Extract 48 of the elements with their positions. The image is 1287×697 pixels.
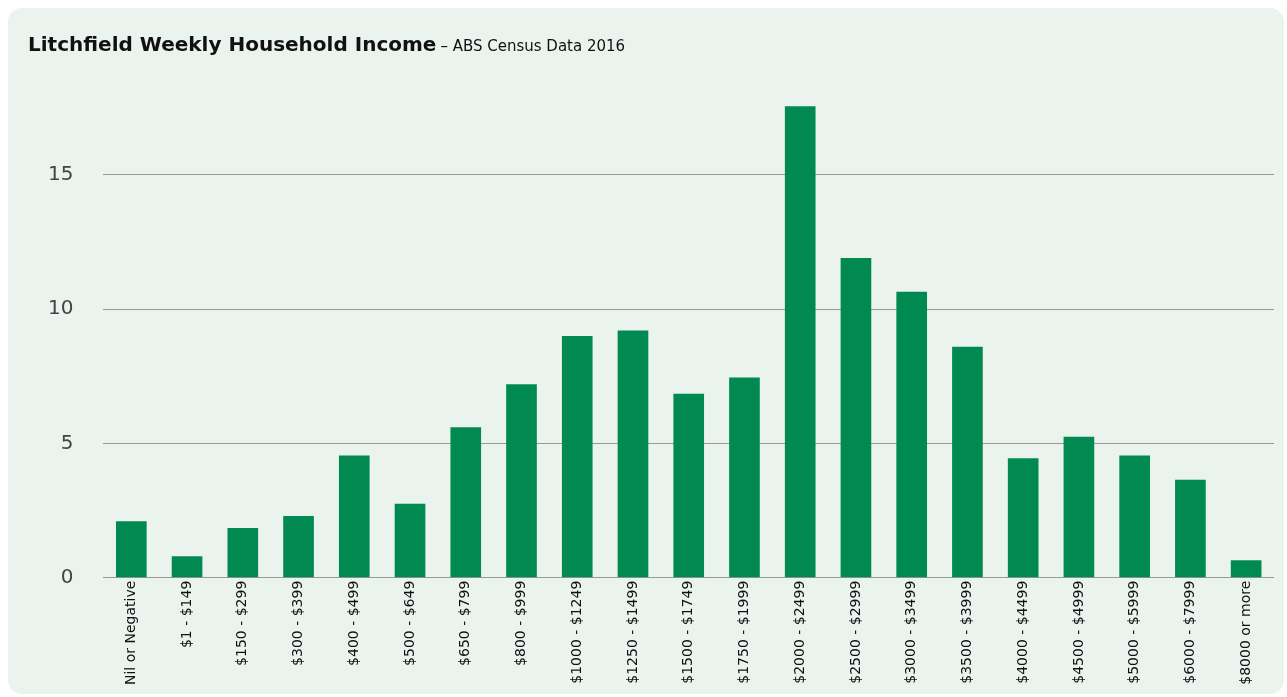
x-tick-label: $500 - $649: [400, 580, 417, 666]
bar: [227, 528, 259, 578]
x-tick-label: $4500 - $4999: [1069, 580, 1086, 684]
chart-subtitle: – ABS Census Data 2016: [440, 37, 626, 55]
x-tick-label: $1000 - $1249: [567, 580, 584, 684]
bar: [115, 521, 147, 578]
bar: [450, 427, 482, 578]
x-tick-label: $3500 - $3999: [958, 580, 975, 684]
bar: [617, 330, 649, 578]
bar: [896, 291, 928, 578]
bar: [283, 515, 314, 578]
x-tick-label: $300 - $399: [289, 580, 306, 666]
bar: [1007, 458, 1039, 578]
bar: [1175, 479, 1206, 578]
bar: [1230, 560, 1262, 578]
bar: [506, 384, 537, 578]
x-tick-label: $150 - $299: [233, 580, 250, 666]
bar: [338, 455, 370, 578]
x-tick-label: $5000 - $5999: [1125, 580, 1142, 684]
bar: [784, 106, 816, 578]
bar: [1063, 436, 1095, 578]
bar: [561, 335, 593, 578]
x-tick-label: Nil or Negative: [121, 580, 138, 686]
bar: [840, 258, 872, 578]
x-tick-label: $2500 - $2999: [846, 580, 863, 684]
x-tick-label: $4000 - $4499: [1013, 580, 1030, 684]
x-tick-label: $6000 - $7999: [1181, 580, 1198, 684]
x-tick-label: $1750 - $1999: [735, 580, 752, 684]
x-tick-label: $2000 - $2499: [790, 580, 807, 684]
x-tick-label: $1 - $149: [177, 580, 194, 649]
bar: [952, 346, 983, 578]
x-tick-label: $3000 - $3499: [902, 580, 919, 684]
bar: [394, 503, 426, 578]
y-tick-label: 0: [60, 563, 74, 588]
bar: [673, 393, 705, 578]
x-tick-label: $1250 - $1499: [623, 580, 640, 684]
x-tick-label: $400 - $499: [344, 580, 361, 666]
x-tick-label: $650 - $799: [456, 580, 473, 666]
bar: [1119, 455, 1150, 578]
y-tick-label: 5: [60, 429, 74, 454]
x-tick-label: $8000 or more: [1236, 580, 1253, 685]
x-tick-label: $1500 - $1749: [679, 580, 696, 684]
bar: [729, 377, 760, 578]
bar: [171, 556, 203, 578]
x-tick-label: $800 - $999: [512, 580, 529, 666]
y-tick-label: 10: [48, 295, 74, 320]
y-tick-label: 15: [48, 161, 74, 186]
chart-title: Litchfield Weekly Household Income: [28, 32, 437, 56]
